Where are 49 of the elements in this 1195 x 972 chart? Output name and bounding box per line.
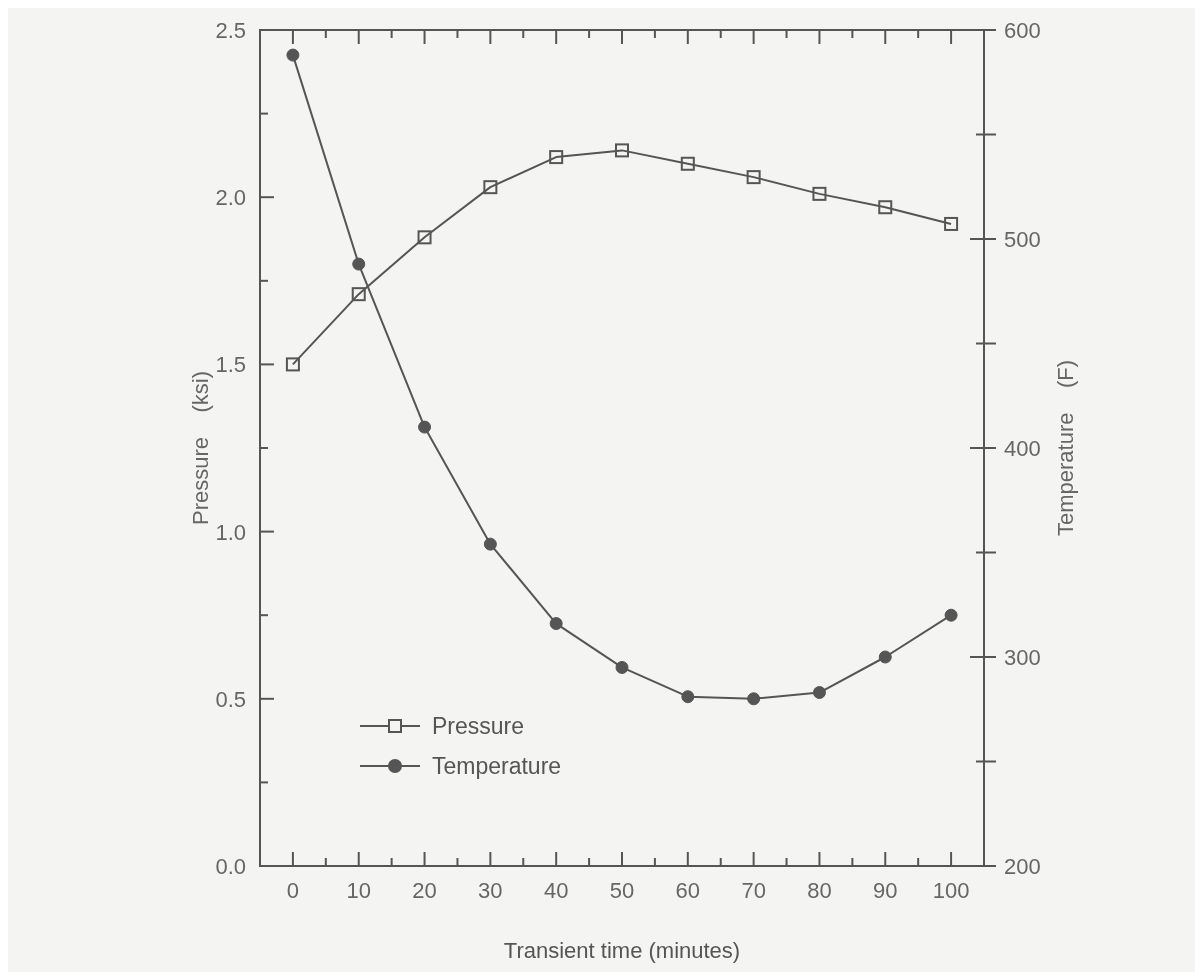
x-tick-label: 0: [286, 878, 300, 903]
point: [746, 170, 761, 185]
y2-axis-title: Temperature (F): [1053, 359, 1078, 537]
x-tick-label: 80: [807, 878, 832, 903]
point: [812, 686, 826, 700]
x-tick-label: 40: [543, 878, 569, 903]
point: [483, 537, 497, 551]
point: [681, 690, 695, 704]
point: [878, 650, 892, 664]
point: [944, 608, 958, 622]
x-tick-label: 20: [412, 878, 437, 903]
y-tick-label: 0.5: [215, 686, 246, 712]
legend-label: Pressure: [432, 713, 525, 739]
x-tick-label: 70: [741, 878, 766, 903]
point: [285, 357, 300, 372]
point: [747, 692, 761, 706]
y-tick-label: 2.0: [215, 185, 246, 211]
point: [944, 216, 959, 231]
point: [286, 48, 300, 62]
point: [351, 287, 366, 302]
y-tick-label: 1.0: [215, 519, 246, 545]
x-tick-label: 60: [675, 878, 701, 903]
y2-tick-label: 400: [1004, 436, 1041, 461]
y2-tick-label: 300: [1004, 645, 1041, 670]
y2-tick-label: 600: [1004, 18, 1041, 43]
point: [417, 230, 432, 245]
point: [352, 257, 366, 271]
y-tick-label: 1.5: [215, 352, 246, 378]
point: [878, 200, 893, 215]
x-tick-label: 30: [478, 878, 503, 903]
point: [418, 420, 432, 434]
x-tick-label: 10: [346, 878, 371, 903]
y2-tick-label: 200: [1004, 854, 1041, 879]
y-tick-label: 2.5: [215, 18, 246, 43]
point: [680, 156, 695, 171]
x-tick-label: 100: [932, 878, 970, 903]
legend-label: Temperature: [432, 753, 562, 779]
point: [615, 143, 629, 158]
point: [812, 186, 827, 201]
x-tick-label: 50: [609, 878, 635, 903]
point: [615, 660, 629, 674]
x-axis-title: Transient time (minutes): [503, 938, 741, 963]
x-tick-label: 90: [873, 878, 898, 903]
y-tick-label: 0.0: [215, 854, 246, 879]
point: [549, 150, 564, 165]
y-axis-title: Pressure (ksi): [188, 370, 213, 526]
point: [483, 180, 498, 195]
y2-tick-label: 500: [1004, 227, 1041, 252]
point: [549, 617, 563, 631]
